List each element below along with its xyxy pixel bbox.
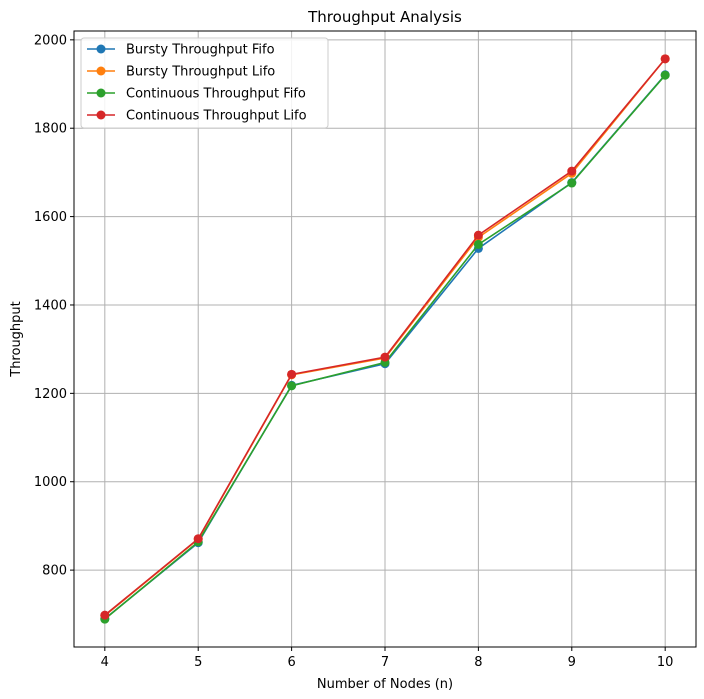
data-point [380,352,390,362]
legend-label: Continuous Throughput Lifo [126,109,307,124]
legend-marker [96,66,106,76]
y-tick-label: 1800 [34,122,67,137]
data-point [193,534,203,544]
x-tick-label: 5 [194,655,202,670]
data-point [473,230,483,240]
y-tick-label: 800 [42,564,67,579]
data-point [473,239,483,249]
data-point [287,369,297,379]
data-point [567,178,577,188]
x-tick-label: 4 [101,655,109,670]
x-tick-label: 10 [657,655,674,670]
axis-ticks: 4 5 6 7 8 9 10 800 1000 1200 1400 1600 1800 2000 [34,33,674,670]
data-point [287,381,297,391]
x-tick-label: 8 [474,655,482,670]
legend-item: Bursty Throughput Lifo [87,65,275,80]
y-tick-label: 1600 [34,210,67,225]
legend-item: Continuous Throughput Lifo [87,109,307,124]
legend-marker [96,44,106,54]
x-tick-label: 7 [381,655,389,670]
data-point [660,54,670,64]
y-axis-label: Throughput [9,301,24,378]
x-tick-label: 9 [568,655,576,670]
series-4 [100,54,670,620]
legend-marker [96,88,106,98]
data-point [567,166,577,176]
grid [74,31,696,647]
data-point [100,610,110,620]
y-tick-label: 2000 [34,33,67,48]
legend-label: Bursty Throughput Lifo [126,65,275,80]
data-point [660,70,670,80]
legend-item: Bursty Throughput Fifo [87,43,275,58]
legend: Bursty Throughput Fifo Bursty Throughput … [80,37,329,129]
chart-title: Throughput Analysis [307,8,462,26]
y-tick-label: 1200 [34,387,67,402]
x-tick-label: 6 [287,655,295,670]
x-axis-label: Number of Nodes (n) [317,677,453,692]
legend-box [80,37,329,129]
y-tick-label: 1000 [34,475,67,490]
y-tick-label: 1400 [34,298,67,313]
legend-marker [96,110,106,120]
legend-item: Continuous Throughput Fifo [87,87,306,102]
legend-label: Continuous Throughput Fifo [126,87,306,102]
series-lines [100,54,670,624]
legend-label: Bursty Throughput Fifo [126,43,275,58]
